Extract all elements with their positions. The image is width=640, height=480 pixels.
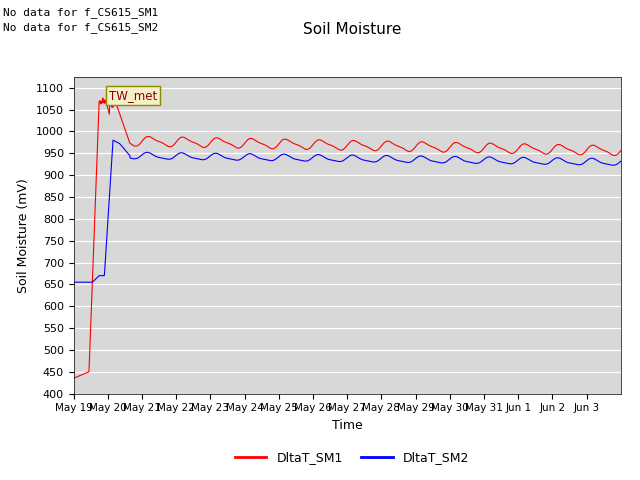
Text: No data for f_CS615_SM1: No data for f_CS615_SM1 <box>3 7 159 18</box>
Y-axis label: Soil Moisture (mV): Soil Moisture (mV) <box>17 178 30 293</box>
DltaT_SM2 <box>617 158 625 164</box>
DltaT_SM1 <box>70 375 77 381</box>
Text: TW_met: TW_met <box>109 89 157 102</box>
DltaT_SM2 <box>113 139 120 145</box>
Legend: DltaT_SM1, DltaT_SM2: DltaT_SM1, DltaT_SM2 <box>230 446 474 469</box>
DltaT_SM2 <box>381 153 389 158</box>
Line: DltaT_SM2: DltaT_SM2 <box>74 140 621 282</box>
Text: No data for f_CS615_SM2: No data for f_CS615_SM2 <box>3 22 159 33</box>
DltaT_SM2 <box>323 156 331 162</box>
DltaT_SM1 <box>135 142 143 148</box>
DltaT_SM1 <box>323 141 331 147</box>
DltaT_SM1 <box>113 102 120 108</box>
DltaT_SM2 <box>135 155 143 160</box>
DltaT_SM1 <box>314 137 321 143</box>
DltaT_SM2 <box>314 152 321 157</box>
DltaT_SM1 <box>381 139 389 144</box>
X-axis label: Time: Time <box>332 419 363 432</box>
DltaT_SM2 <box>302 158 310 164</box>
DltaT_SM1 <box>302 146 310 152</box>
Line: DltaT_SM1: DltaT_SM1 <box>74 98 621 378</box>
Text: Soil Moisture: Soil Moisture <box>303 22 401 36</box>
DltaT_SM2 <box>70 279 77 285</box>
DltaT_SM2 <box>109 137 117 143</box>
DltaT_SM1 <box>617 148 625 154</box>
DltaT_SM1 <box>99 95 107 101</box>
